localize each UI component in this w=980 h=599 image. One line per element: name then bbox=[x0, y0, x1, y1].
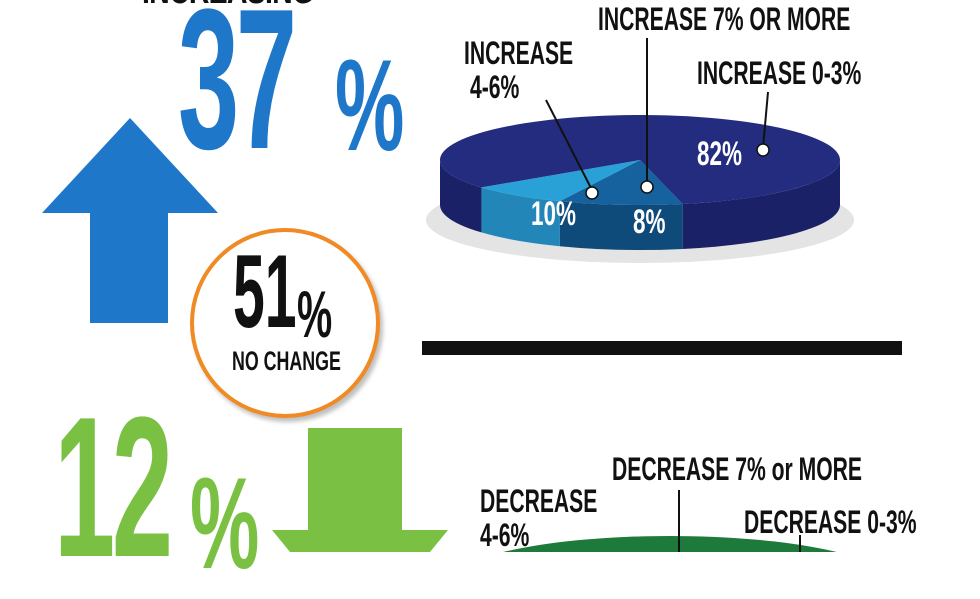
label-decrease-4-6: DECREASE 4-6% bbox=[480, 483, 598, 553]
no-change-label: NO CHANGE bbox=[232, 346, 341, 376]
increase-leader-lines bbox=[545, 38, 769, 191]
pie-slice-1 bbox=[440, 115, 840, 204]
dot-increase-4-6 bbox=[585, 186, 599, 200]
dot-increase-7 bbox=[640, 180, 654, 194]
decrease-pie-chart bbox=[503, 490, 837, 552]
decrease-pie-top bbox=[503, 536, 837, 552]
label-increase-4-6: INCREASE 4-6% bbox=[464, 35, 574, 105]
dot-increase-0-3 bbox=[756, 143, 770, 157]
pie-side-1 bbox=[440, 160, 482, 233]
divider bbox=[422, 341, 902, 355]
pie-side-2 bbox=[559, 201, 683, 250]
infographic: INCREASING 37 % 51 % NO CHANGE 12 % INCR… bbox=[42, 0, 917, 588]
label-increase-7-or-more: INCREASE 7% OR MORE bbox=[598, 1, 851, 37]
increase-percent-sign: % bbox=[335, 32, 405, 178]
label-decrease-0-3: DECREASE 0-3% bbox=[744, 504, 917, 540]
pie-side-3 bbox=[481, 187, 560, 247]
top-heading: INCREASING bbox=[142, 0, 371, 13]
leader-increase-0-3 bbox=[762, 91, 769, 149]
data-label-82: 82% bbox=[697, 135, 742, 173]
increase-pie-chart bbox=[426, 115, 854, 263]
data-label-10: 10% bbox=[531, 195, 576, 233]
label-increase-0-3: INCREASE 0-3% bbox=[697, 55, 862, 91]
pie-side-1 bbox=[682, 160, 840, 249]
increase-number: 37 bbox=[178, 0, 297, 191]
label-decrease-7-or-more: DECREASE 7% or MORE bbox=[612, 451, 862, 487]
pie-slice-3 bbox=[481, 160, 640, 202]
leader-increase-4-6 bbox=[545, 99, 593, 191]
no-change-circle bbox=[190, 228, 380, 418]
increase-percent: 37 bbox=[178, 0, 388, 180]
no-change-percent-sign: % bbox=[297, 277, 333, 351]
arrow-down-icon bbox=[272, 428, 448, 552]
no-change-number: 51 bbox=[233, 234, 297, 350]
leader-dots bbox=[585, 143, 770, 200]
arrow-up-icon bbox=[42, 118, 218, 323]
data-label-8: 8% bbox=[633, 203, 666, 241]
